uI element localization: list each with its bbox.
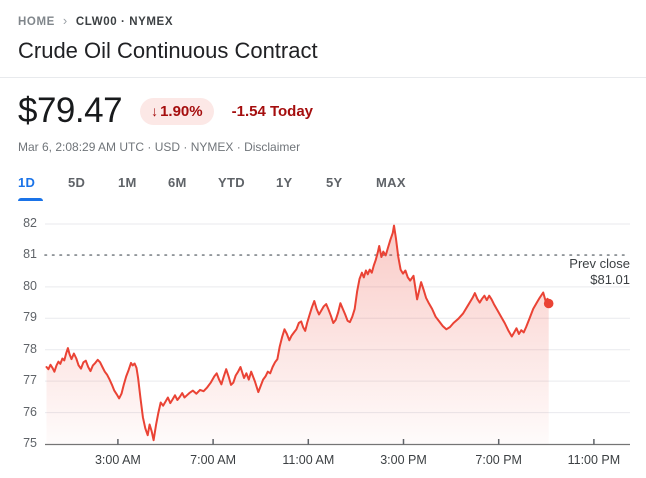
current-price: $79.47 — [18, 91, 123, 130]
x-axis-label: 3:00 AM — [94, 453, 141, 467]
price-chart-svg[interactable] — [0, 211, 646, 478]
disclaimer-link[interactable]: Disclaimer — [244, 140, 301, 154]
last-price-dot — [543, 298, 554, 309]
breadcrumb-symbol: CLW00 · NYMEX — [75, 15, 174, 28]
y-axis-label: 81 — [23, 247, 37, 262]
tab-ytd[interactable]: YTD — [218, 169, 276, 201]
y-axis-label: 80 — [23, 278, 37, 293]
x-axis-label: 11:00 AM — [282, 453, 335, 467]
tab-1d[interactable]: 1D — [18, 169, 68, 201]
change-absolute: -1.54 Today — [231, 102, 314, 120]
x-axis-label: 7:00 PM — [475, 453, 522, 467]
header-divider — [0, 77, 646, 78]
tab-1y[interactable]: 1Y — [276, 169, 326, 201]
y-axis-label: 82 — [23, 215, 37, 230]
tab-6m[interactable]: 6M — [168, 169, 218, 201]
change-percent-badge: ↓ 1.90% — [140, 97, 214, 125]
page-title: Crude Oil Continuous Contract — [18, 38, 318, 63]
quote-header: $79.47 ↓ 1.90% -1.54 Today — [18, 91, 646, 131]
price-chart[interactable]: Prev close $81.01 82 81 80 79 78 77 76 75 3:00 A… — [0, 211, 646, 478]
quote-timestamp: Mar 6, 2:08:29 AM UTC · USD · NYMEX · — [18, 140, 241, 154]
y-axis-label: 75 — [23, 436, 37, 450]
y-axis-label: 79 — [23, 310, 37, 325]
tab-1m[interactable]: 1M — [118, 169, 168, 201]
tab-max[interactable]: MAX — [376, 169, 426, 201]
x-axis-label: 11:00 PM — [567, 453, 621, 467]
range-tabs: 1D 5D 1M 6M YTD 1Y 5Y MAX — [18, 169, 646, 201]
chevron-right-icon: › — [62, 13, 68, 28]
prev-close-label: Prev close — [569, 256, 630, 271]
x-axis-label: 3:00 PM — [380, 453, 427, 467]
arrow-down-icon: ↓ — [151, 103, 159, 119]
x-axis-label: 7:00 AM — [190, 453, 237, 467]
change-percent-value: 1.90% — [160, 102, 203, 120]
prev-close-value: $81.01 — [590, 272, 630, 287]
quote-meta: Mar 6, 2:08:29 AM UTC · USD · NYMEX · Di… — [18, 140, 646, 154]
prev-close-annotation: Prev close $81.01 — [569, 256, 630, 288]
tab-5d[interactable]: 5D — [68, 169, 118, 201]
y-axis-label: 78 — [23, 341, 37, 356]
tab-5y[interactable]: 5Y — [326, 169, 376, 201]
breadcrumb: HOME › CLW00 · NYMEX — [18, 13, 646, 29]
y-axis-label: 76 — [23, 404, 37, 419]
y-axis-label: 77 — [23, 373, 37, 388]
breadcrumb-home-link[interactable]: HOME — [18, 15, 55, 28]
